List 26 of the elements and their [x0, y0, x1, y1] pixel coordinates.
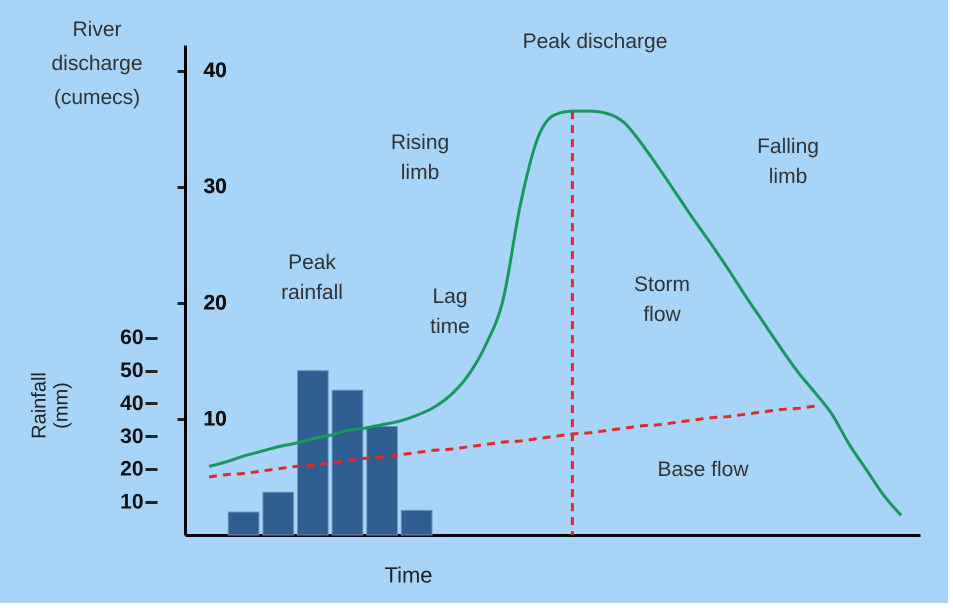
annotation: Lag time — [430, 285, 470, 338]
annotation: Peak rainfall — [281, 251, 343, 304]
bar — [228, 511, 260, 536]
y2-tick-label: 60 — [120, 326, 144, 350]
y2-tick-label: 50 — [120, 359, 144, 382]
y-tick-label: 10 — [204, 407, 227, 430]
annotation: Peak discharge — [522, 30, 668, 53]
y-tick-label: 40 — [204, 59, 227, 82]
bar — [262, 492, 294, 536]
annotation: Falling limb — [757, 135, 819, 188]
bar — [400, 510, 433, 536]
annotation: Rising limb — [390, 131, 450, 184]
y2-tick-label: 20 — [120, 458, 144, 481]
y-tick-label: 20 — [204, 291, 227, 314]
bar — [332, 390, 364, 536]
annotation: Base flow — [657, 458, 750, 481]
y-tick-label: 30 — [204, 175, 227, 198]
y2-axis-title: Rainfall (mm) — [28, 372, 72, 439]
bar — [297, 370, 329, 536]
bar — [366, 426, 398, 536]
annotation: Storm flow — [634, 273, 690, 326]
y2-tick-label: 30 — [120, 424, 144, 448]
x-axis-title: Time — [384, 562, 433, 588]
text: River discharge (cumecs) — [51, 18, 143, 109]
y2-tick-label: 40 — [120, 392, 144, 415]
y2-tick-label: 10 — [120, 490, 144, 514]
